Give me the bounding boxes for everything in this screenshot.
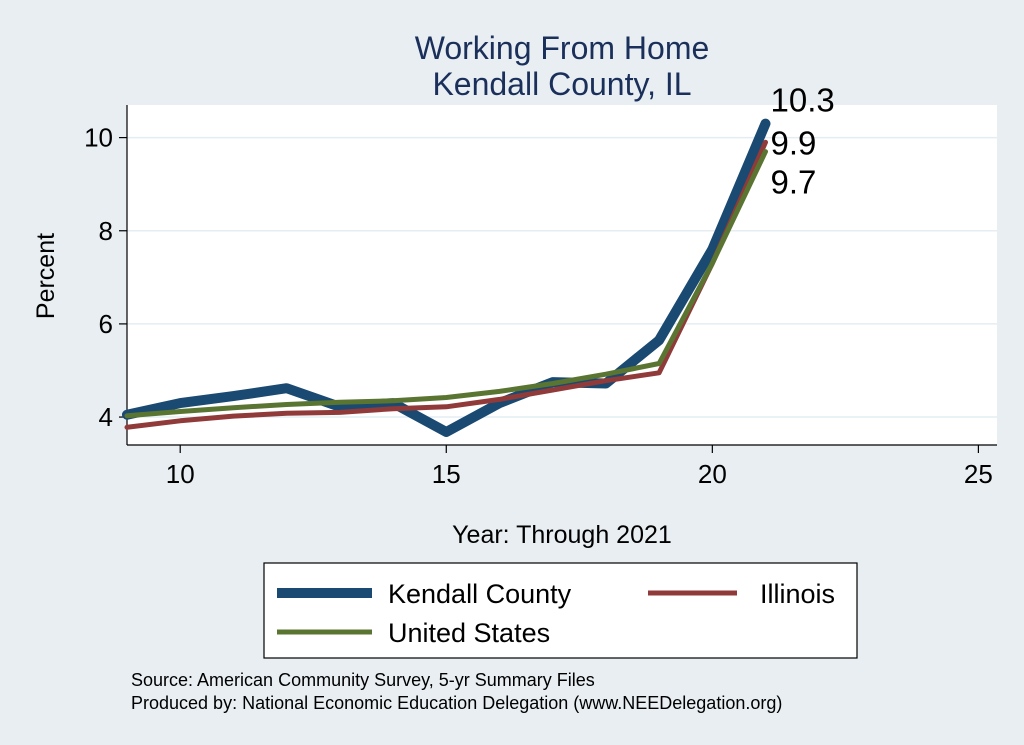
y-tick-label: 4 — [99, 402, 113, 432]
series-line-illinois — [124, 139, 768, 430]
y-tick-label: 10 — [84, 123, 113, 153]
legend-label-illinois: Illinois — [760, 579, 835, 609]
x-axis-label: Year: Through 2021 — [452, 521, 672, 549]
y-tick-label: 6 — [99, 309, 113, 339]
source-note: Source: American Community Survey, 5-yr … — [131, 670, 595, 690]
axes: 4 6 8 10 10 15 20 25 — [84, 105, 997, 489]
legend-box — [263, 562, 858, 659]
series-lines — [122, 118, 771, 437]
chart-title: Working From Home — [415, 30, 710, 66]
x-tick-label: 25 — [964, 459, 993, 489]
series-line-united-states — [124, 149, 768, 419]
end-label-united-states: 9.7 — [771, 164, 817, 201]
y-tick-label: 8 — [99, 216, 113, 246]
legend-label-united-states: United States — [388, 618, 550, 648]
x-tick-label: 20 — [698, 459, 727, 489]
producer-note: Produced by: National Economic Education… — [131, 693, 782, 713]
x-tick-label: 15 — [432, 459, 461, 489]
legend-label-kendall-county: Kendall County — [388, 579, 572, 609]
x-tick-label: 10 — [166, 459, 195, 489]
grid-lines — [127, 136, 997, 418]
legend: Kendall County Illinois United States — [263, 562, 858, 659]
end-labels: 10.3 9.99.7 — [771, 82, 835, 201]
y-axis-label: Percent — [32, 233, 60, 319]
chart-subtitle: Kendall County, IL — [432, 66, 691, 102]
series-line-kendall-county — [122, 118, 771, 437]
end-label-illinois: 9.9 — [771, 124, 817, 161]
end-label-kendall-county: 10.3 — [771, 82, 835, 119]
